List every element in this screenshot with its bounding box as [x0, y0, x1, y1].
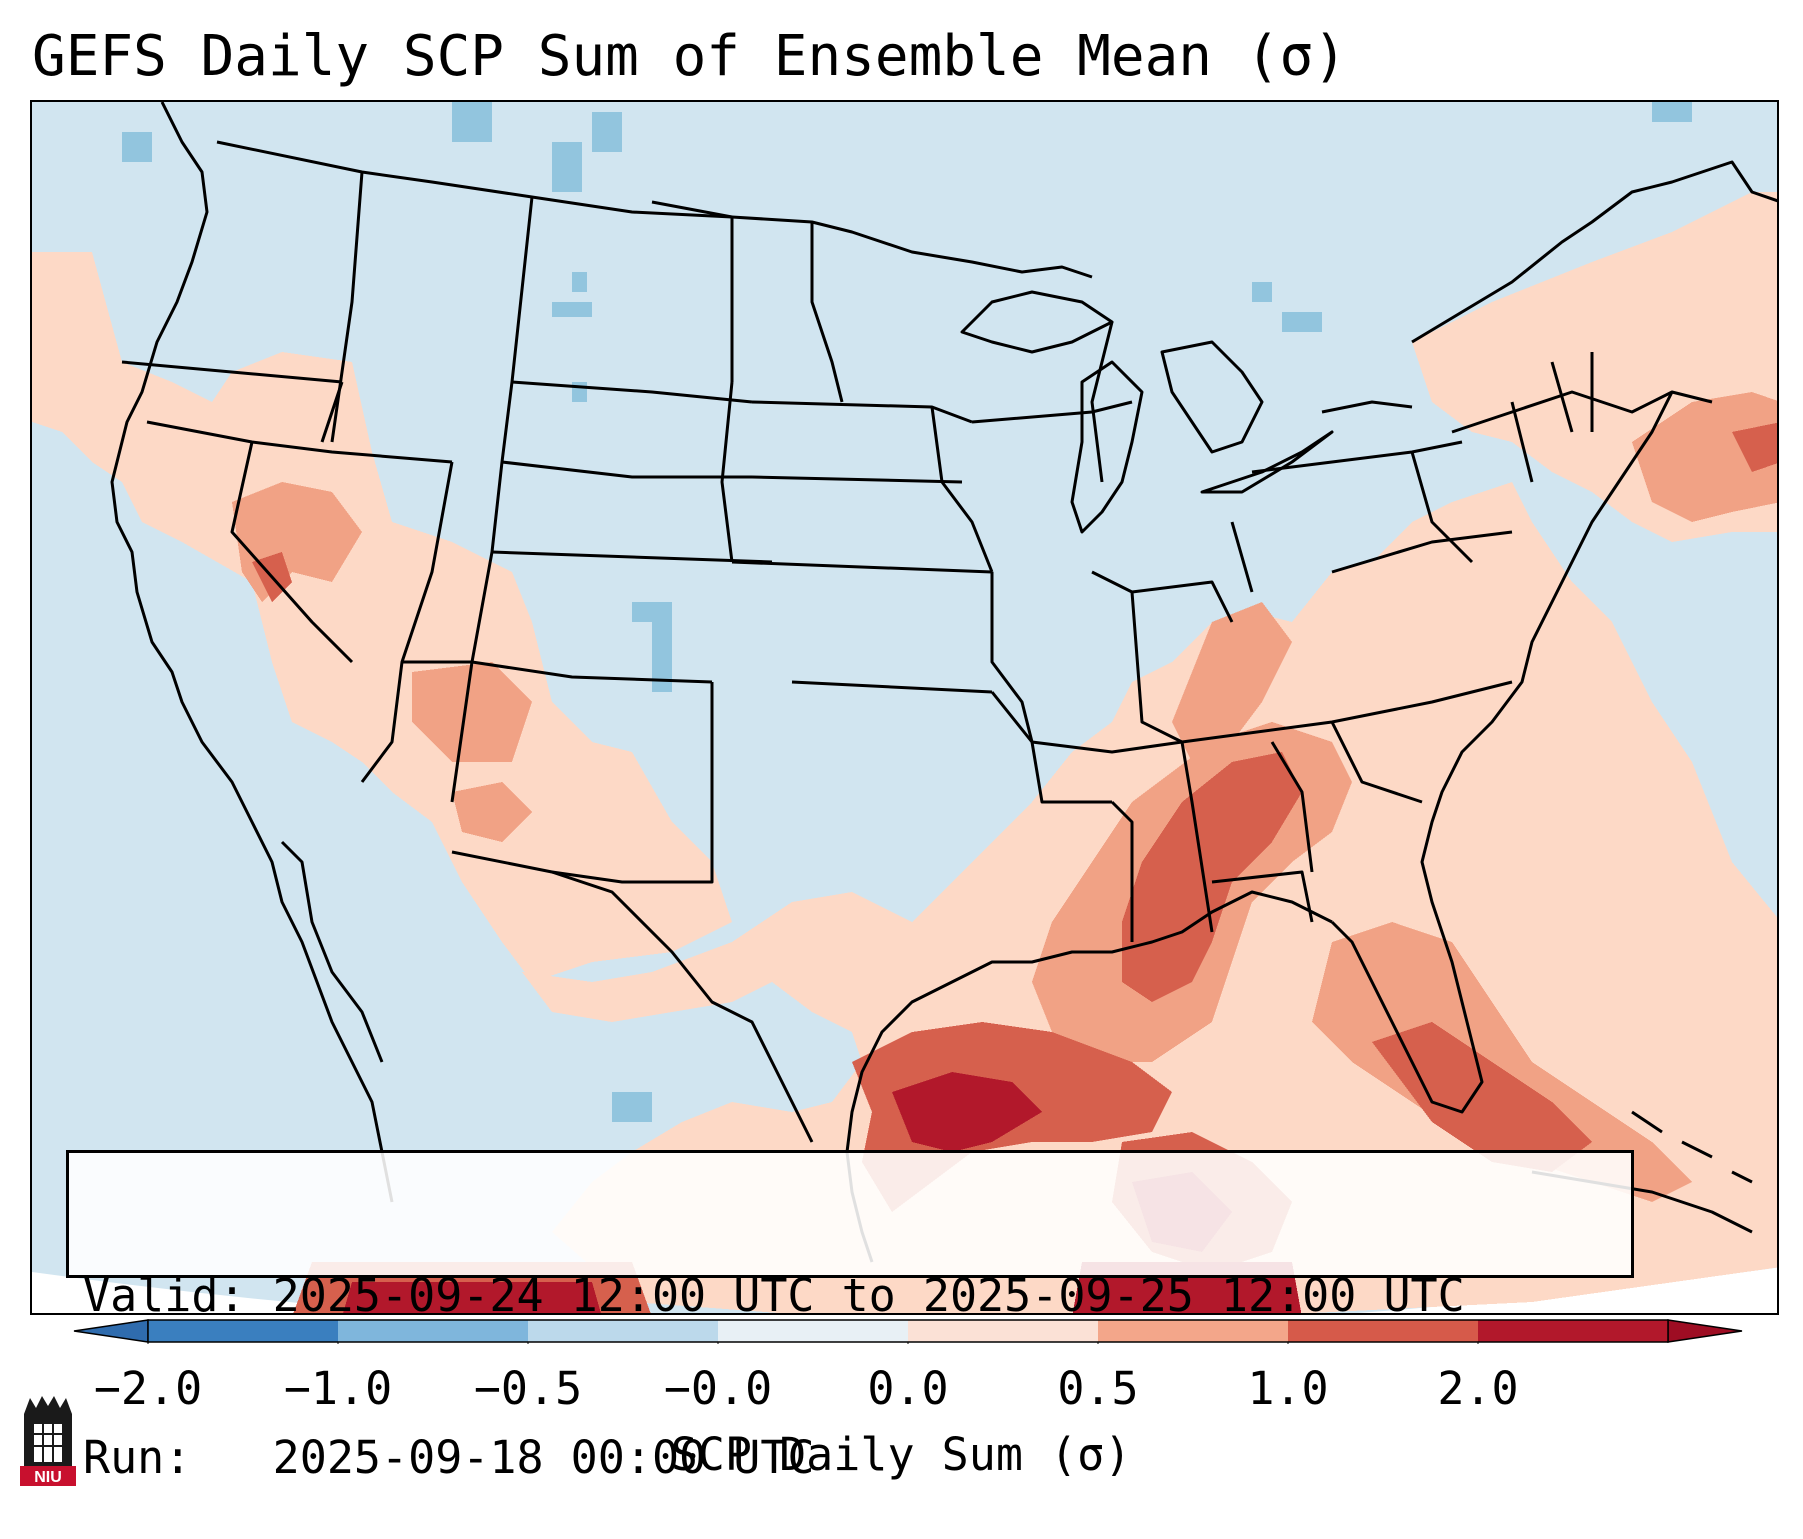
colorbar-bin: [1478, 1320, 1669, 1342]
colorbar-tick-label: 2.0: [1437, 1362, 1519, 1415]
colorbar-label: SCP Daily Sum (σ): [670, 1428, 1132, 1481]
valid-time: 2025-09-24 12:00 UTC to 2025-09-25 12:00…: [272, 1269, 1465, 1322]
great-lakes: [960, 290, 1114, 354]
niu-logo: NIU: [20, 1396, 76, 1486]
domain-edge: [32, 1267, 1777, 1313]
colorbar-tick-label: 1.0: [1247, 1362, 1329, 1415]
colorbar-tick-label: −2.0: [93, 1362, 203, 1415]
colorbar-extend-high: [1667, 1319, 1743, 1343]
logo-text: NIU: [34, 1469, 62, 1486]
colorbar-bin: [338, 1320, 529, 1342]
valid-label: Valid:: [83, 1269, 246, 1322]
colorbar-bin: [1098, 1320, 1289, 1342]
colorbar-bin: [528, 1320, 719, 1342]
run-row: Run: 2025-09-18 00:00 UTC: [83, 1431, 1617, 1485]
run-label: Run:: [83, 1431, 192, 1484]
colorbar-extend-low: [73, 1319, 149, 1343]
map-canvas: [32, 102, 1777, 1313]
colorbar-bin: [718, 1320, 909, 1342]
colorbar-bin: [148, 1320, 339, 1342]
map-title: GEFS Daily SCP Sum of Ensemble Mean (σ): [32, 24, 1347, 89]
run-time: 2025-09-18 00:00 UTC: [272, 1431, 815, 1484]
valid-row: Valid: 2025-09-24 12:00 UTC to 2025-09-2…: [83, 1269, 1617, 1323]
colorbar-tick-label: −1.0: [283, 1362, 393, 1415]
colorbar-tick-label: 0.5: [1057, 1362, 1139, 1415]
coastline-east: [1330, 391, 1674, 1114]
colorbar: [73, 1319, 1743, 1344]
colorbar-tick-label: −0.5: [473, 1362, 583, 1415]
coastline-west: [110, 102, 394, 1203]
map-panel: [30, 100, 1779, 1315]
boundaries: [110, 102, 1777, 1263]
colorbar-bin: [1288, 1320, 1479, 1342]
colorbar-bin: [908, 1320, 1099, 1342]
valid-run-info-box: Valid: 2025-09-24 12:00 UTC to 2025-09-2…: [66, 1150, 1634, 1484]
colorbar-tick-label: 0.0: [867, 1362, 949, 1415]
colorbar-tick-label: −0.0: [663, 1362, 773, 1415]
